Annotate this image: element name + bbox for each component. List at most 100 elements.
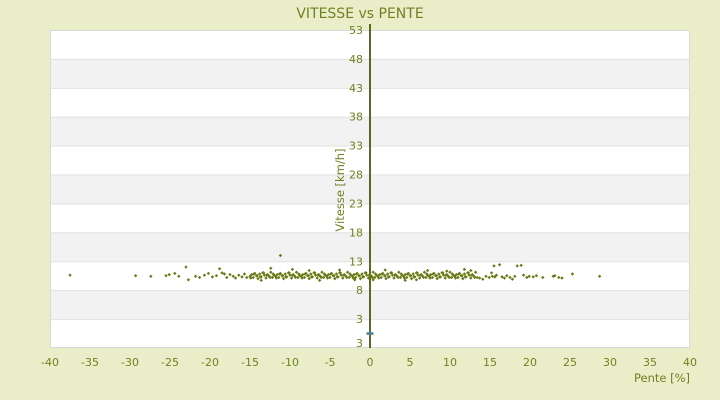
scatter-point	[437, 272, 441, 276]
scatter-point	[447, 275, 451, 280]
scatter-point	[510, 277, 515, 281]
scatter-point	[409, 276, 414, 281]
scatter-point	[233, 276, 238, 280]
y-tick-label: 48	[349, 53, 363, 66]
scatter-point	[303, 272, 307, 276]
scatter-point	[502, 276, 507, 280]
scatter-point	[278, 253, 283, 258]
scatter-point	[277, 272, 282, 276]
y-axis-title: Vitesse [km/h]	[333, 148, 347, 231]
scatter-point	[371, 270, 375, 274]
scatter-point	[338, 271, 343, 275]
scatter-point	[309, 275, 314, 279]
scatter-point	[449, 275, 454, 280]
scatter-point	[384, 276, 388, 281]
scatter-point	[337, 268, 342, 272]
scatter-point	[237, 273, 241, 277]
scatter-point	[293, 275, 298, 280]
marker-dash	[366, 332, 374, 335]
scatter-point	[492, 264, 496, 268]
y-tick-label: 38	[349, 111, 363, 124]
scatter-point	[461, 276, 465, 281]
scatter-point	[265, 273, 269, 277]
scatter-point	[417, 276, 422, 280]
scatter-point	[271, 272, 275, 276]
scatter-point	[397, 270, 401, 274]
scatter-point	[149, 274, 153, 279]
scatter-point	[424, 275, 428, 280]
scatter-point	[297, 272, 301, 276]
scatter-point	[494, 273, 499, 277]
scatter-point	[354, 272, 359, 276]
scatter-point	[462, 267, 467, 272]
scatter-point	[431, 272, 435, 276]
scatter-point	[473, 270, 478, 274]
scatter-point	[557, 275, 561, 280]
scatter-point	[316, 273, 320, 277]
scatter-point	[360, 272, 364, 276]
scatter-point	[534, 274, 539, 278]
scatter-point	[373, 272, 378, 276]
y-tick-label: 33	[349, 140, 363, 153]
data-points	[68, 253, 602, 335]
scatter-point	[553, 274, 557, 278]
scatter-point	[300, 276, 304, 280]
scatter-point	[329, 272, 333, 276]
scatter-point	[345, 275, 349, 280]
x-tick-label: -40	[41, 356, 59, 369]
scatter-point	[469, 276, 473, 280]
scatter-point	[251, 275, 255, 280]
x-tick-label: -15	[241, 356, 259, 369]
scatter-point	[560, 276, 564, 280]
scatter-point	[437, 275, 442, 279]
scatter-point	[257, 272, 262, 276]
scatter-point	[332, 274, 336, 278]
scatter-point	[301, 272, 305, 277]
scatter-point	[296, 275, 300, 280]
scatter-point	[186, 278, 191, 282]
scatter-point	[477, 276, 482, 280]
scatter-point	[358, 276, 363, 281]
x-tick-label: -35	[81, 356, 99, 369]
scatter-point	[389, 271, 394, 275]
scatter-point	[414, 278, 419, 282]
scatter-point	[197, 275, 202, 280]
scatter-point	[210, 275, 215, 279]
scatter-point	[290, 273, 295, 277]
scatter-point	[490, 274, 495, 279]
scatter-point	[434, 274, 439, 278]
scatter-point	[429, 272, 433, 277]
scatter-point	[425, 268, 430, 273]
scatter-point	[322, 272, 327, 276]
scatter-point	[333, 276, 337, 281]
scatter-point	[317, 278, 322, 283]
scatter-point	[430, 275, 435, 280]
scatter-point	[167, 272, 171, 277]
scatter-point	[274, 276, 279, 280]
scatter-point	[531, 275, 535, 279]
scatter-point	[435, 276, 439, 281]
x-tick-label: -10	[281, 356, 299, 369]
scatter-point	[462, 272, 467, 276]
scatter-point	[445, 269, 449, 273]
scatter-point	[352, 272, 356, 277]
scatter-point	[252, 272, 256, 276]
scatter-point	[164, 274, 168, 278]
y-tick-label: 43	[349, 82, 363, 95]
scatter-point	[307, 276, 311, 281]
scatter-point	[326, 272, 331, 277]
tick-labels: -40 -35 -30 -25 -20 -15 -10 -5 0 5 10 15 20 25 30 35 40 5…	[41, 24, 697, 369]
scatter-point	[264, 276, 268, 280]
y-tick-label: 3	[356, 313, 363, 326]
scatter-point	[307, 268, 311, 273]
scatter-point	[487, 275, 491, 280]
scatter-point	[341, 276, 345, 280]
scatter-point	[411, 272, 415, 276]
scatter-point	[481, 277, 485, 281]
scatter-point	[320, 270, 324, 274]
scatter-point	[448, 270, 452, 274]
x-tick-label: 35	[643, 356, 657, 369]
scatter-point	[289, 276, 294, 280]
scatter-point	[242, 272, 247, 276]
